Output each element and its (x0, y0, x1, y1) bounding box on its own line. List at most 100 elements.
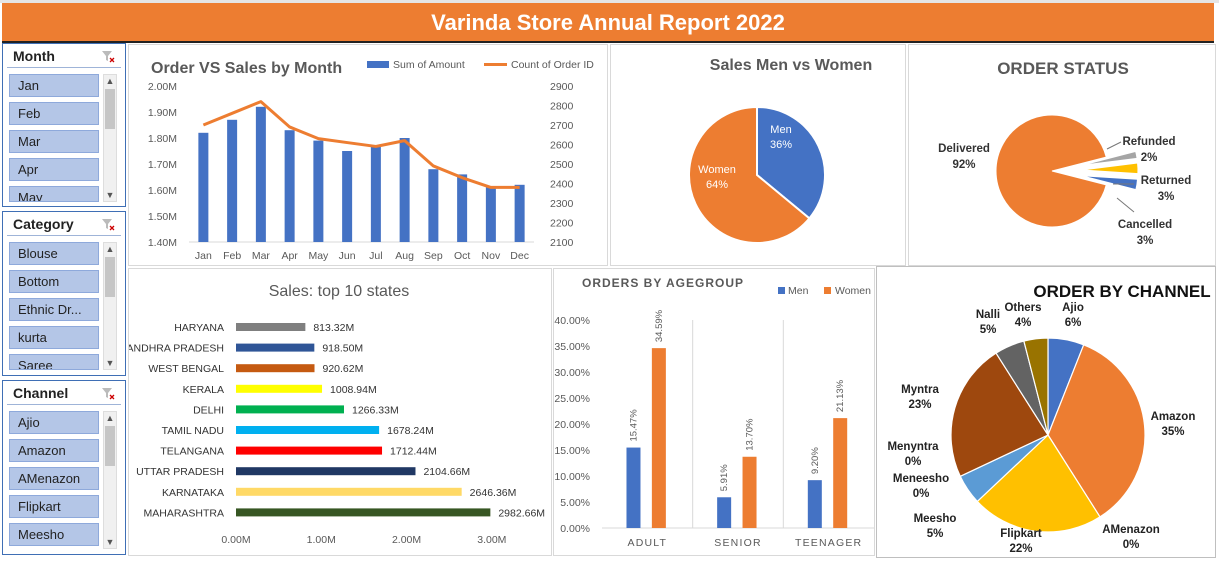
pie-slice (995, 114, 1107, 228)
y-tick-label: ANDHRA PRADESH (129, 343, 224, 355)
bar (236, 323, 306, 331)
clear-filter-icon[interactable] (101, 386, 115, 400)
data-label: 1008.94M (330, 384, 377, 396)
slice-label: Amazon (1151, 411, 1196, 423)
bar (198, 132, 209, 242)
data-label: 813.32M (313, 322, 354, 334)
legend-swatch (824, 287, 831, 294)
slicer-item-apr[interactable]: Apr (9, 158, 99, 181)
scroll-down-icon[interactable]: ▼ (105, 190, 115, 200)
slice-label: Ajio (1062, 302, 1084, 314)
channel-chart: ORDER BY CHANNEL Ajio 6% Amazon 35% AMenazon 0… (876, 266, 1216, 558)
y2-tick-label: 2400 (550, 179, 574, 191)
pie-slice (756, 105, 826, 220)
slicer-item-bottom[interactable]: Bottom (9, 270, 99, 293)
data-label: 13.70% (745, 418, 756, 451)
sales-gender-chart: Sales Men vs Women Men 36% Women 64% (610, 44, 906, 266)
scroll-down-icon[interactable]: ▼ (105, 358, 115, 368)
clear-filter-icon[interactable] (101, 49, 115, 63)
slice-label: Flipkart (1000, 528, 1042, 540)
slicer-item-mar[interactable]: Mar (9, 130, 99, 153)
bar (313, 140, 324, 242)
slicer-scrollbar[interactable]: ▲ ▼ (103, 242, 117, 370)
y-tick-label: 0.00% (560, 523, 590, 535)
scroll-up-icon[interactable]: ▲ (105, 76, 115, 86)
y2-tick-label: 2800 (550, 101, 574, 113)
slice-label: Meneesho (893, 473, 949, 485)
y-tick-label: 35.00% (554, 341, 590, 353)
slice-value: 23% (908, 399, 931, 411)
slice-label: Delivered (938, 143, 990, 155)
clear-filter-icon[interactable] (101, 217, 115, 231)
slicer-item-ethnic-dress[interactable]: Ethnic Dr... (9, 298, 99, 321)
slice-label: AMenazon (1102, 524, 1160, 536)
bar (651, 348, 666, 528)
data-label: 1678.24M (387, 425, 434, 437)
slicer-item-blouse[interactable]: Blouse (9, 242, 99, 265)
bar (236, 446, 383, 455)
slicer-header: Category (7, 212, 121, 236)
slicer-item-meesho[interactable]: Meesho (9, 523, 99, 546)
data-label: 34.59% (654, 309, 665, 342)
chart-title: Sales Men vs Women (710, 57, 872, 74)
chart-title: Order VS Sales by Month (151, 60, 342, 77)
y-tick-label: 1.90M (148, 107, 177, 119)
y-tick-label: 25.00% (554, 393, 590, 405)
report-title: Varinda Store Annual Report 2022 (2, 3, 1214, 43)
slicer-item-amenazon[interactable]: AMenazon (9, 467, 99, 490)
slice-label: Menyntra (887, 441, 939, 453)
slice-value: 0% (905, 456, 922, 468)
age-group-chart: ORDERS BY AGEGROUP Men Women 0.00% 5.00% 10.0… (553, 268, 875, 556)
y-tick-label: 20.00% (554, 419, 590, 431)
y2-tick-label: 2300 (550, 198, 574, 210)
chart-title: ORDER BY CHANNEL (1033, 282, 1210, 301)
slice-label: Returned (1141, 175, 1191, 187)
x-tick-label: SENIOR (714, 537, 761, 549)
bar (833, 418, 848, 528)
slicer-item-feb[interactable]: Feb (9, 102, 99, 125)
y2-tick-label: 2200 (550, 218, 574, 230)
slicer-item-flipkart[interactable]: Flipkart (9, 495, 99, 518)
channel-slicer: Channel Ajio Amazon AMenazon Flipkart Me… (2, 380, 126, 555)
order-vs-sales-chart: Order VS Sales by Month Sum of Amount Coun… (128, 44, 608, 266)
scroll-up-icon[interactable]: ▲ (105, 244, 115, 254)
y2-tick-label: 2700 (550, 120, 574, 132)
slicer-scrollbar[interactable]: ▲ ▼ (103, 411, 117, 549)
bar (236, 364, 315, 373)
y-tick-label: UTTAR PRADESH (136, 466, 224, 478)
bar (236, 487, 462, 496)
slicer-header: Month (7, 44, 121, 68)
scroll-up-icon[interactable]: ▲ (105, 413, 115, 423)
slice-value: 22% (1009, 543, 1032, 555)
y-tick-label: KERALA (183, 384, 224, 396)
x-tick-label: Oct (454, 250, 470, 262)
x-tick-label: Dec (510, 250, 529, 262)
bar (236, 343, 315, 352)
y-tick-label: 1.70M (148, 159, 177, 171)
x-tick-label: Apr (281, 250, 298, 262)
slicer-item-kurta[interactable]: kurta (9, 326, 99, 349)
slice-group (995, 114, 1107, 228)
slicer-scrollbar[interactable]: ▲ ▼ (103, 74, 117, 202)
bar (236, 467, 416, 476)
slicer-item-amazon[interactable]: Amazon (9, 439, 99, 462)
slicer-item-may[interactable]: May (9, 186, 99, 202)
slice-value: 3% (1158, 191, 1175, 203)
y-tick-label: 2.00M (148, 81, 177, 93)
data-label: 15.47% (628, 409, 639, 442)
data-label: 1712.44M (390, 446, 437, 458)
slicer-item-jan[interactable]: Jan (9, 74, 99, 97)
y-tick-label: MAHARASHTRA (143, 507, 224, 519)
slicer-item-ajio[interactable]: Ajio (9, 411, 99, 434)
y-tick-label: 1.60M (148, 185, 177, 197)
slicer-item-saree[interactable]: Saree (9, 354, 99, 370)
slice-group (1081, 175, 1139, 191)
bar (236, 426, 380, 434)
scroll-down-icon[interactable]: ▼ (105, 537, 115, 547)
slice-label: Women (698, 164, 736, 176)
slice-label: Cancelled (1118, 219, 1172, 231)
y-tick-label: 10.00% (554, 471, 590, 483)
data-label: 21.13% (835, 379, 846, 412)
y-tick-label: 1.80M (148, 133, 177, 145)
top-states-chart: Sales: top 10 states HARYANA 813.32M ANDHRA… (127, 268, 552, 556)
